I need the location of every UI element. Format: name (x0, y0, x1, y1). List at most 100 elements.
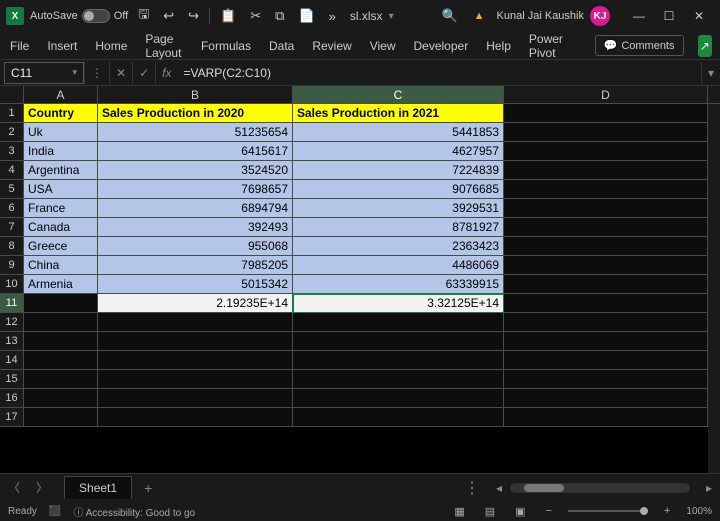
hscroll-right-icon[interactable]: ▸ (698, 481, 720, 495)
cell-b11[interactable]: 2.19235E+14 (98, 294, 293, 313)
cell-d11[interactable] (504, 294, 708, 313)
row-header-14[interactable]: 14 (0, 351, 24, 370)
cell-d15[interactable] (504, 370, 708, 389)
row-header-6[interactable]: 6 (0, 199, 24, 218)
sheet-prev-icon[interactable]: 〈 (0, 479, 28, 496)
cell-a16[interactable] (24, 389, 98, 408)
formula-input[interactable]: =VARP(C2:C10) (177, 62, 701, 84)
cell-d13[interactable] (504, 332, 708, 351)
hscroll-left-icon[interactable]: ◂ (488, 481, 510, 495)
cell-c13[interactable] (293, 332, 504, 351)
cell-c8[interactable]: 2363423 (293, 237, 504, 256)
tab-insert[interactable]: Insert (45, 35, 79, 57)
col-header-c[interactable]: C (293, 86, 504, 103)
expand-formula-icon[interactable]: ▾ (701, 62, 720, 84)
cell-b2[interactable]: 51235654 (98, 123, 293, 142)
col-header-a[interactable]: A (24, 86, 98, 103)
tab-review[interactable]: Review (310, 35, 353, 57)
cell-c10[interactable]: 63339915 (293, 275, 504, 294)
search-icon[interactable]: 🔍 (437, 6, 461, 26)
cell-c12[interactable] (293, 313, 504, 332)
row-header-8[interactable]: 8 (0, 237, 24, 256)
row-header-9[interactable]: 9 (0, 256, 24, 275)
tab-formulas[interactable]: Formulas (199, 35, 253, 57)
tab-file[interactable]: File (8, 35, 31, 57)
cell-d10[interactable] (504, 275, 708, 294)
vertical-scrollbar[interactable] (708, 104, 720, 473)
cell-a6[interactable]: France (24, 199, 98, 218)
cell-b1[interactable]: Sales Production in 2020 (98, 104, 293, 123)
cell-a10[interactable]: Armenia (24, 275, 98, 294)
col-header-d[interactable]: D (504, 86, 708, 103)
tab-view[interactable]: View (368, 35, 398, 57)
cell-d12[interactable] (504, 313, 708, 332)
cell-b12[interactable] (98, 313, 293, 332)
cell-a7[interactable]: Canada (24, 218, 98, 237)
row-header-12[interactable]: 12 (0, 313, 24, 332)
cell-c17[interactable] (293, 408, 504, 427)
row-header-1[interactable]: 1 (0, 104, 24, 123)
cell-b17[interactable] (98, 408, 293, 427)
fx-icon[interactable]: fx (155, 62, 177, 84)
enter-formula-icon[interactable]: ✓ (132, 62, 155, 84)
more-icon[interactable]: ⋮ (84, 62, 109, 84)
page-layout-icon[interactable]: ▤ (481, 505, 499, 518)
cell-d5[interactable] (504, 180, 708, 199)
name-box[interactable]: C11 ▾ (4, 62, 84, 84)
cell-d8[interactable] (504, 237, 708, 256)
tab-help[interactable]: Help (484, 35, 513, 57)
cell-a15[interactable] (24, 370, 98, 389)
cell-c7[interactable]: 8781927 (293, 218, 504, 237)
cell-b7[interactable]: 392493 (98, 218, 293, 237)
autosave-toggle[interactable]: AutoSave Off (30, 9, 128, 23)
cell-a5[interactable]: USA (24, 180, 98, 199)
cell-a1[interactable]: Country (24, 104, 98, 123)
copy-icon[interactable]: ⧉ (271, 6, 288, 26)
row-header-7[interactable]: 7 (0, 218, 24, 237)
undo-icon[interactable]: ↩ (159, 6, 178, 26)
tab-data[interactable]: Data (267, 35, 296, 57)
row-header-3[interactable]: 3 (0, 142, 24, 161)
cell-a14[interactable] (24, 351, 98, 370)
save-icon[interactable]: 🖫 (134, 3, 153, 29)
normal-view-icon[interactable]: ▦ (450, 505, 468, 518)
cell-d1[interactable] (504, 104, 708, 123)
zoom-out-icon[interactable]: − (542, 505, 556, 517)
cell-b13[interactable] (98, 332, 293, 351)
spreadsheet-grid[interactable]: A B C D 1 Country Sales Production in 20… (0, 86, 720, 473)
cell-b8[interactable]: 955068 (98, 237, 293, 256)
share-button[interactable]: ↗ (698, 35, 713, 57)
cell-b15[interactable] (98, 370, 293, 389)
row-header-2[interactable]: 2 (0, 123, 24, 142)
row-header-17[interactable]: 17 (0, 408, 24, 427)
cell-a8[interactable]: Greece (24, 237, 98, 256)
tab-home[interactable]: Home (93, 35, 129, 57)
minimize-button[interactable]: — (624, 2, 654, 30)
cell-c11[interactable]: 3.32125E+14 (293, 294, 504, 313)
cut-icon[interactable]: ✂ (246, 6, 265, 26)
row-header-11[interactable]: 11 (0, 294, 24, 313)
filename-dropdown-icon[interactable]: ▾ (389, 11, 394, 22)
maximize-button[interactable]: ☐ (654, 2, 684, 30)
cancel-formula-icon[interactable]: ✕ (109, 62, 132, 84)
horizontal-scrollbar[interactable] (510, 483, 690, 493)
cell-d14[interactable] (504, 351, 708, 370)
cell-c5[interactable]: 9076685 (293, 180, 504, 199)
toggle-switch[interactable] (82, 9, 110, 23)
row-header-5[interactable]: 5 (0, 180, 24, 199)
sheet-tab-1[interactable]: Sheet1 (64, 476, 132, 499)
cell-b9[interactable]: 7985205 (98, 256, 293, 275)
cell-d17[interactable] (504, 408, 708, 427)
cell-c1[interactable]: Sales Production in 2021 (293, 104, 504, 123)
cell-c9[interactable]: 4486069 (293, 256, 504, 275)
cell-b16[interactable] (98, 389, 293, 408)
more-qat-icon[interactable]: » (325, 7, 340, 26)
add-sheet-button[interactable]: + (132, 480, 164, 496)
row-header-15[interactable]: 15 (0, 370, 24, 389)
cell-d16[interactable] (504, 389, 708, 408)
zoom-in-icon[interactable]: + (660, 505, 674, 517)
macro-record-icon[interactable]: ⬛ (49, 506, 61, 517)
cell-c4[interactable]: 7224839 (293, 161, 504, 180)
row-header-16[interactable]: 16 (0, 389, 24, 408)
cell-d9[interactable] (504, 256, 708, 275)
